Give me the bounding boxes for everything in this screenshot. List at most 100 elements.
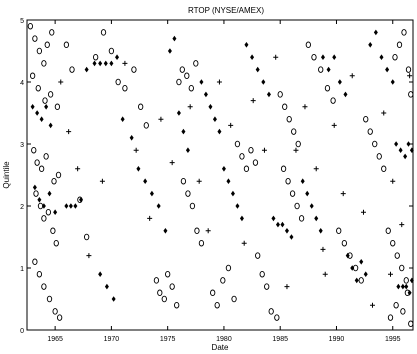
open-circle-point — [52, 308, 58, 315]
filled-diamond-point — [300, 178, 305, 184]
open-circle-point — [51, 177, 57, 185]
filled-diamond-point — [199, 79, 204, 85]
plus-point — [86, 253, 92, 259]
open-circle-point — [390, 239, 396, 247]
filled-diamond-point — [354, 277, 359, 284]
x-tick-label: 1965 — [47, 336, 63, 343]
filled-diamond-point — [280, 221, 285, 228]
filled-diamond-point — [111, 296, 116, 302]
open-circle-point — [83, 233, 90, 241]
open-circle-point — [47, 91, 54, 98]
open-circle-point — [174, 301, 180, 309]
plus-point — [313, 166, 319, 172]
y-tick-label: 2 — [20, 204, 24, 211]
open-circle-point — [311, 53, 317, 61]
filled-diamond-point — [79, 197, 84, 203]
filled-diamond-point — [136, 166, 141, 172]
plus-point — [228, 122, 234, 128]
open-circle-point — [408, 320, 414, 328]
open-circle-point — [131, 66, 137, 73]
filled-diamond-point — [385, 66, 390, 73]
plus-point — [187, 104, 193, 110]
open-circle-point — [285, 177, 291, 185]
plus-point — [387, 271, 393, 277]
filled-diamond-point — [39, 116, 44, 122]
filled-diamond-point — [226, 178, 231, 184]
open-circle-point — [46, 295, 53, 303]
open-circle-point — [29, 72, 36, 80]
open-circle-point — [259, 270, 265, 278]
open-circle-point — [403, 277, 409, 284]
plus-point — [340, 191, 346, 197]
open-circle-point — [367, 128, 373, 135]
plus-point — [147, 215, 153, 221]
plus-point — [331, 122, 337, 128]
filled-diamond-point — [345, 252, 350, 259]
plus-point — [75, 166, 81, 172]
filled-diamond-point — [337, 79, 342, 85]
plus-point — [302, 104, 308, 110]
filled-diamond-point — [129, 135, 134, 141]
open-circle-point — [243, 165, 250, 173]
y-tick-label: 0 — [20, 328, 24, 335]
open-circle-point — [277, 91, 283, 98]
filled-diamond-point — [379, 54, 384, 60]
open-circle-point — [291, 128, 297, 135]
filled-diamond-point — [156, 203, 161, 209]
filled-diamond-point — [212, 116, 217, 122]
filled-diamond-point — [271, 215, 276, 222]
plus-point — [320, 246, 326, 252]
open-circle-point — [31, 146, 37, 154]
open-circle-point — [330, 97, 336, 104]
filled-diamond-point — [400, 283, 405, 290]
plus-point — [169, 160, 175, 166]
open-circle-point — [234, 140, 241, 148]
plus-point — [322, 271, 328, 277]
open-circle-point — [33, 190, 39, 197]
plus-point — [196, 178, 202, 184]
open-circle-point — [252, 159, 259, 166]
open-circle-point — [295, 140, 301, 148]
plus-point — [216, 79, 222, 85]
filled-diamond-point — [64, 203, 69, 209]
filled-diamond-point — [30, 104, 35, 110]
open-circle-point — [405, 66, 412, 73]
x-tick-label: 1995 — [385, 336, 401, 343]
filled-diamond-point — [314, 215, 319, 222]
filled-diamond-point — [255, 66, 260, 73]
open-circle-point — [294, 202, 300, 210]
filled-diamond-point — [221, 166, 226, 172]
open-circle-point — [165, 270, 171, 278]
plus-point — [360, 209, 366, 215]
open-circle-point — [286, 115, 292, 123]
plus-point — [261, 147, 267, 153]
x-tick-label: 1975 — [160, 336, 176, 343]
open-circle-point — [239, 153, 245, 160]
open-circle-point — [36, 47, 43, 55]
filled-diamond-point — [230, 190, 235, 197]
filled-diamond-point — [305, 190, 310, 197]
filled-diamond-point — [398, 147, 403, 153]
plus-point — [122, 60, 128, 66]
plot-area-frame — [26, 19, 414, 331]
open-circle-point — [385, 227, 391, 235]
open-circle-point — [324, 84, 331, 92]
filled-diamond-point — [363, 271, 368, 277]
filled-diamond-point — [48, 122, 53, 129]
open-circle-point — [32, 35, 38, 42]
filled-diamond-point — [359, 259, 364, 265]
open-circle-point — [210, 289, 216, 297]
plus-point — [250, 98, 256, 104]
filled-diamond-point — [104, 283, 109, 290]
filled-diamond-point — [68, 203, 73, 209]
plus-point — [399, 222, 405, 228]
open-circle-point — [358, 277, 364, 284]
open-circle-point — [381, 165, 387, 173]
plus-point — [381, 110, 387, 116]
open-circle-point — [400, 308, 406, 315]
open-circle-point — [248, 146, 254, 154]
filled-diamond-point — [53, 209, 58, 215]
open-circle-point — [392, 53, 398, 61]
filled-diamond-point — [284, 228, 289, 234]
chart-title: RTOP (NYSE/AMEX) — [188, 6, 264, 15]
